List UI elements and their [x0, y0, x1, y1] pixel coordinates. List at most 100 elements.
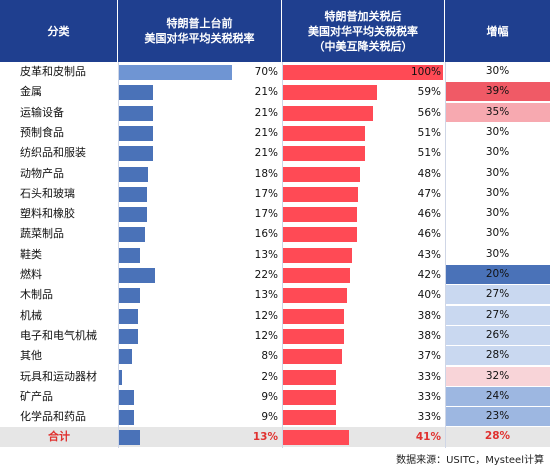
increase-cell: 30% [485, 125, 510, 138]
category-label: 塑料和橡胶 [20, 207, 75, 221]
increase-cell: 24% [445, 386, 550, 406]
header-after-label: 特朗普加关税后 美国对华平均关税税率 （中美互降关税后） [308, 9, 418, 53]
category-label: 皮革和皮制品 [20, 65, 86, 78]
after-value-label: 38% [417, 329, 441, 342]
increase-cell: 30% [485, 227, 510, 240]
before-value-label: 8% [261, 350, 278, 363]
before-value-label: 17% [254, 187, 278, 200]
before-value-label: 21% [254, 147, 278, 160]
before-bar [119, 268, 155, 283]
increase-cell: 23% [445, 407, 550, 427]
after-value-label: 40% [417, 289, 441, 302]
before-bar [119, 430, 141, 446]
table-row: 其他 8% 37% 28% [0, 346, 550, 366]
before-bar [119, 389, 134, 405]
category-label: 金属 [20, 85, 42, 99]
category-label: 其他 [20, 349, 42, 363]
category-label: 动物产品 [20, 166, 64, 180]
before-bar [119, 369, 123, 385]
before-bar [119, 227, 145, 243]
table-row: 矿产品 9% 33% 24% [0, 386, 550, 407]
header-category-label: 分类 [47, 24, 70, 38]
total-row: 合计 13% 41% 28% [0, 427, 550, 448]
before-bar [119, 349, 132, 365]
category-label: 蔬菜制品 [20, 227, 64, 241]
header-category: 分类 [0, 0, 118, 62]
increase-cell: 30% [485, 247, 510, 260]
before-value-label: 21% [254, 86, 278, 99]
header-increase: 增幅 [445, 0, 550, 62]
after-bar [283, 186, 359, 202]
header-after: 特朗普加关税后 美国对华平均关税税率 （中美互降关税后） [282, 0, 445, 62]
increase-cell: 28% [484, 430, 511, 443]
increase-cell: 30% [485, 166, 510, 179]
before-value-label: 18% [254, 167, 278, 180]
category-label: 电子和电气机械 [20, 328, 97, 342]
before-bar [119, 328, 139, 344]
category-label: 化学品和药品 [20, 410, 86, 424]
before-bar [119, 207, 147, 223]
category-label: 木制品 [20, 288, 53, 302]
after-value-label: 33% [417, 411, 441, 424]
after-bar [283, 430, 349, 446]
after-bar [283, 85, 378, 101]
category-label: 鞋类 [20, 247, 42, 261]
table-row: 燃料 22% 42% 20% [0, 265, 550, 285]
increase-cell: 30% [485, 146, 510, 159]
source-note: 数据来源：USITC，Mysteel计算 [396, 455, 544, 466]
after-bar [283, 369, 336, 385]
before-value-label: 21% [254, 126, 278, 139]
increase-cell: 20% [445, 265, 550, 284]
after-value-label: 43% [417, 248, 441, 261]
table-row: 预制食品 21% 51% 30% [0, 123, 550, 143]
increase-cell: 28% [445, 346, 550, 366]
category-label: 纺织品和服装 [20, 146, 86, 160]
before-value-label: 21% [254, 106, 278, 119]
table-row: 运输设备 21% 56% 35% [0, 102, 550, 123]
table-row: 皮革和皮制品 70% 100% 30% [0, 62, 550, 82]
after-bar [283, 328, 344, 344]
category-label: 预制食品 [20, 125, 64, 139]
after-bar [283, 227, 357, 243]
after-value-label: 41% [415, 431, 441, 444]
after-bar [283, 308, 344, 324]
before-value-label: 70% [254, 66, 278, 78]
before-bar [119, 186, 147, 202]
after-bar [283, 105, 373, 121]
before-value-label: 17% [254, 208, 278, 221]
category-label: 矿产品 [20, 389, 53, 403]
before-value-label: 22% [254, 269, 278, 281]
before-value-label: 13% [252, 431, 278, 444]
table-row: 木制品 13% 40% 27% [0, 285, 550, 305]
before-value-label: 12% [254, 309, 278, 322]
category-label: 运输设备 [20, 105, 64, 119]
column-divider [282, 62, 283, 448]
increase-cell: 32% [445, 366, 550, 386]
before-value-label: 9% [261, 390, 278, 403]
table-row: 蔬菜制品 16% 46% 30% [0, 224, 550, 244]
table-row: 机械 12% 38% 27% [0, 305, 550, 326]
table-row: 玩具和运动器材 2% 33% 32% [0, 366, 550, 387]
after-bar [283, 288, 347, 304]
after-value-label: 33% [417, 390, 441, 403]
after-value-label: 47% [417, 187, 441, 200]
after-value-label: 46% [417, 228, 441, 241]
before-value-label: 2% [261, 370, 278, 383]
before-bar [119, 166, 149, 182]
before-value-label: 9% [261, 411, 278, 424]
after-value-label: 100% [410, 66, 441, 78]
table-row: 塑料和橡胶 17% 46% 30% [0, 204, 550, 224]
column-divider [118, 62, 119, 448]
before-bar [119, 85, 154, 101]
table-row: 纺织品和服装 21% 51% 30% [0, 143, 550, 163]
after-bar [283, 410, 336, 426]
increase-cell: 39% [445, 82, 550, 102]
category-label: 合计 [48, 430, 70, 444]
after-bar [283, 125, 365, 141]
before-value-label: 12% [254, 329, 278, 342]
table-row: 电子和电气机械 12% 38% 26% [0, 325, 550, 346]
after-value-label: 56% [417, 106, 441, 119]
table-row: 动物产品 18% 48% 30% [0, 164, 550, 184]
after-value-label: 59% [417, 86, 441, 99]
